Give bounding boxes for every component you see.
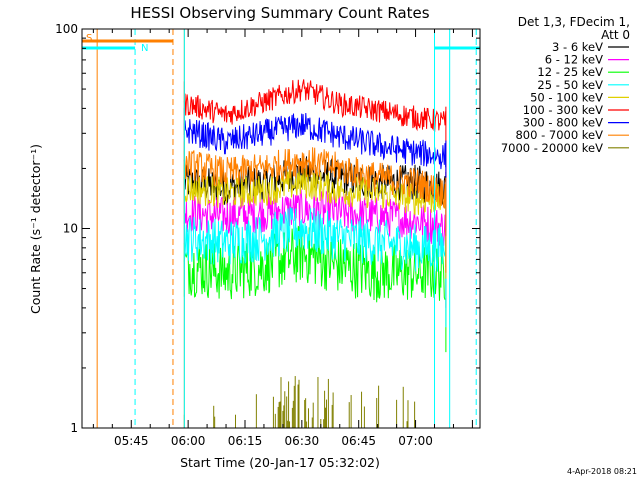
- plot-timestamp: 4-Apr-2018 08:21: [567, 467, 637, 476]
- series-line: [183, 112, 447, 170]
- legend-title-line-1: Det 1,3, FDecim 1,: [518, 15, 630, 29]
- x-tick-label: 06:45: [341, 434, 376, 448]
- x-tick-label: 06:15: [228, 434, 263, 448]
- series-line: [183, 168, 447, 216]
- y-tick-label: 1: [70, 421, 78, 435]
- x-axis-label: Start Time (20-Jan-17 05:32:02): [180, 455, 380, 470]
- legend-entry-label-9: 7000 - 20000 keV: [501, 141, 603, 155]
- legend-entry-label-5: 50 - 100 keV: [530, 90, 603, 104]
- y-axis-label: Count Rate (s⁻¹ detector⁻¹): [28, 144, 43, 314]
- flag-label-n: N: [141, 43, 148, 54]
- legend-entry-label-8: 800 - 7000 keV: [515, 128, 603, 142]
- legend-entry-label-2: 6 - 12 keV: [545, 53, 603, 67]
- x-tick-label: 05:45: [114, 434, 149, 448]
- series-line: [183, 225, 447, 303]
- axes: 1 10 100 05:45 06:00 06:15 06:30 06:45 07:00: [55, 22, 480, 448]
- y-tick-label: 10: [63, 222, 78, 236]
- legend-title-line-2: Att 0: [601, 28, 630, 42]
- series-line: [183, 147, 447, 209]
- series-line: [183, 79, 447, 133]
- x-tick-label: 06:30: [285, 434, 320, 448]
- legend-entry-label-3: 12 - 25 keV: [537, 65, 603, 79]
- legend-entry-label-7: 300 - 800 keV: [523, 116, 603, 130]
- series-line: [183, 189, 447, 246]
- flag-label-s: S: [86, 33, 92, 44]
- y-tick-label: 100: [55, 22, 78, 36]
- legend-entry-label-1: 3 - 6 keV: [552, 40, 603, 54]
- legend-entry-label-4: 25 - 50 keV: [537, 78, 603, 92]
- legend-entry-label-6: 100 - 300 keV: [523, 103, 603, 117]
- series-line: [183, 205, 447, 272]
- chart-title: HESSI Observing Summary Count Rates: [130, 4, 429, 22]
- x-tick-label: 07:00: [398, 434, 433, 448]
- x-tick-label: 06:00: [171, 434, 206, 448]
- plot-area: SN: [82, 29, 480, 429]
